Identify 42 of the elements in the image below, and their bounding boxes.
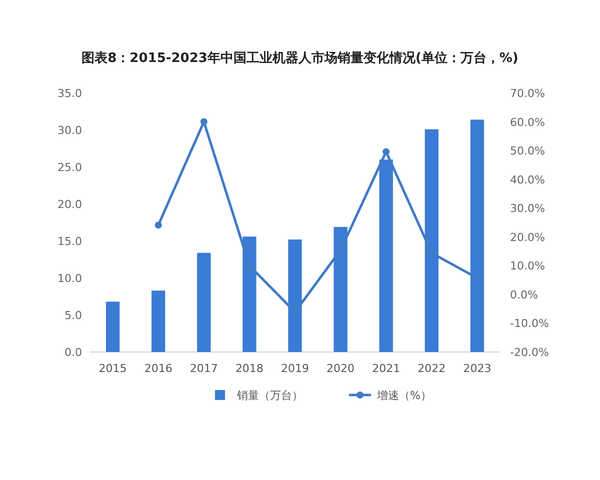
y-tick-label: 35.0	[58, 87, 82, 100]
y-tick-label: 25.0	[58, 161, 82, 174]
x-tick-label: 2021	[372, 362, 400, 375]
point	[154, 222, 162, 229]
bar	[334, 226, 348, 352]
bar	[242, 236, 256, 352]
x-tick-label: 2023	[463, 362, 492, 375]
bar	[152, 290, 166, 352]
y-tick-label: 20.0	[58, 198, 82, 211]
chart-title: 图表8：2015-2023年中国工业机器人市场销量变化情况(单位：万台，%)	[82, 50, 518, 66]
y2-tick-label: 30.0%	[510, 202, 545, 216]
y2-tick-label: 0.0%	[510, 288, 538, 302]
x-tick-label: 2020	[326, 362, 355, 375]
bar	[197, 252, 211, 352]
bar	[470, 120, 484, 352]
bar	[379, 160, 393, 352]
y2-tick-label: 60.0%	[510, 116, 545, 129]
y-tick-label: 5.0	[64, 309, 82, 322]
legend-label: 增速（%）	[376, 389, 432, 402]
y2-tick-label: -10.0%	[510, 317, 549, 330]
y2-tick-label: 10.0%	[510, 260, 545, 273]
point	[382, 148, 390, 156]
x-tick-label: 2022	[418, 362, 446, 375]
bar	[106, 302, 120, 352]
x-tick-label: 2017	[190, 362, 218, 375]
x-tick-label: 2016	[144, 362, 172, 375]
y2-tick-label: 50.0%	[510, 144, 545, 158]
point	[200, 118, 208, 126]
y-tick-label: 0.0	[64, 346, 82, 359]
legend-label: 销量（万台）	[236, 389, 303, 402]
y-tick-label: 10.0	[58, 272, 82, 285]
y2-tick-label: -20.0%	[510, 346, 549, 359]
y2-tick-label: 70.0%	[510, 87, 545, 100]
bar	[424, 129, 438, 352]
y-tick-label: 30.0	[58, 124, 82, 137]
x-tick-label: 2019	[281, 362, 309, 375]
y2-tick-label: 40.0%	[510, 173, 545, 186]
x-tick-label: 2015	[98, 362, 127, 375]
y-tick-label: 15.0	[58, 235, 82, 248]
bar	[288, 240, 302, 352]
x-tick-label: 2018	[235, 362, 264, 375]
y2-tick-label: 20.0%	[510, 230, 545, 244]
